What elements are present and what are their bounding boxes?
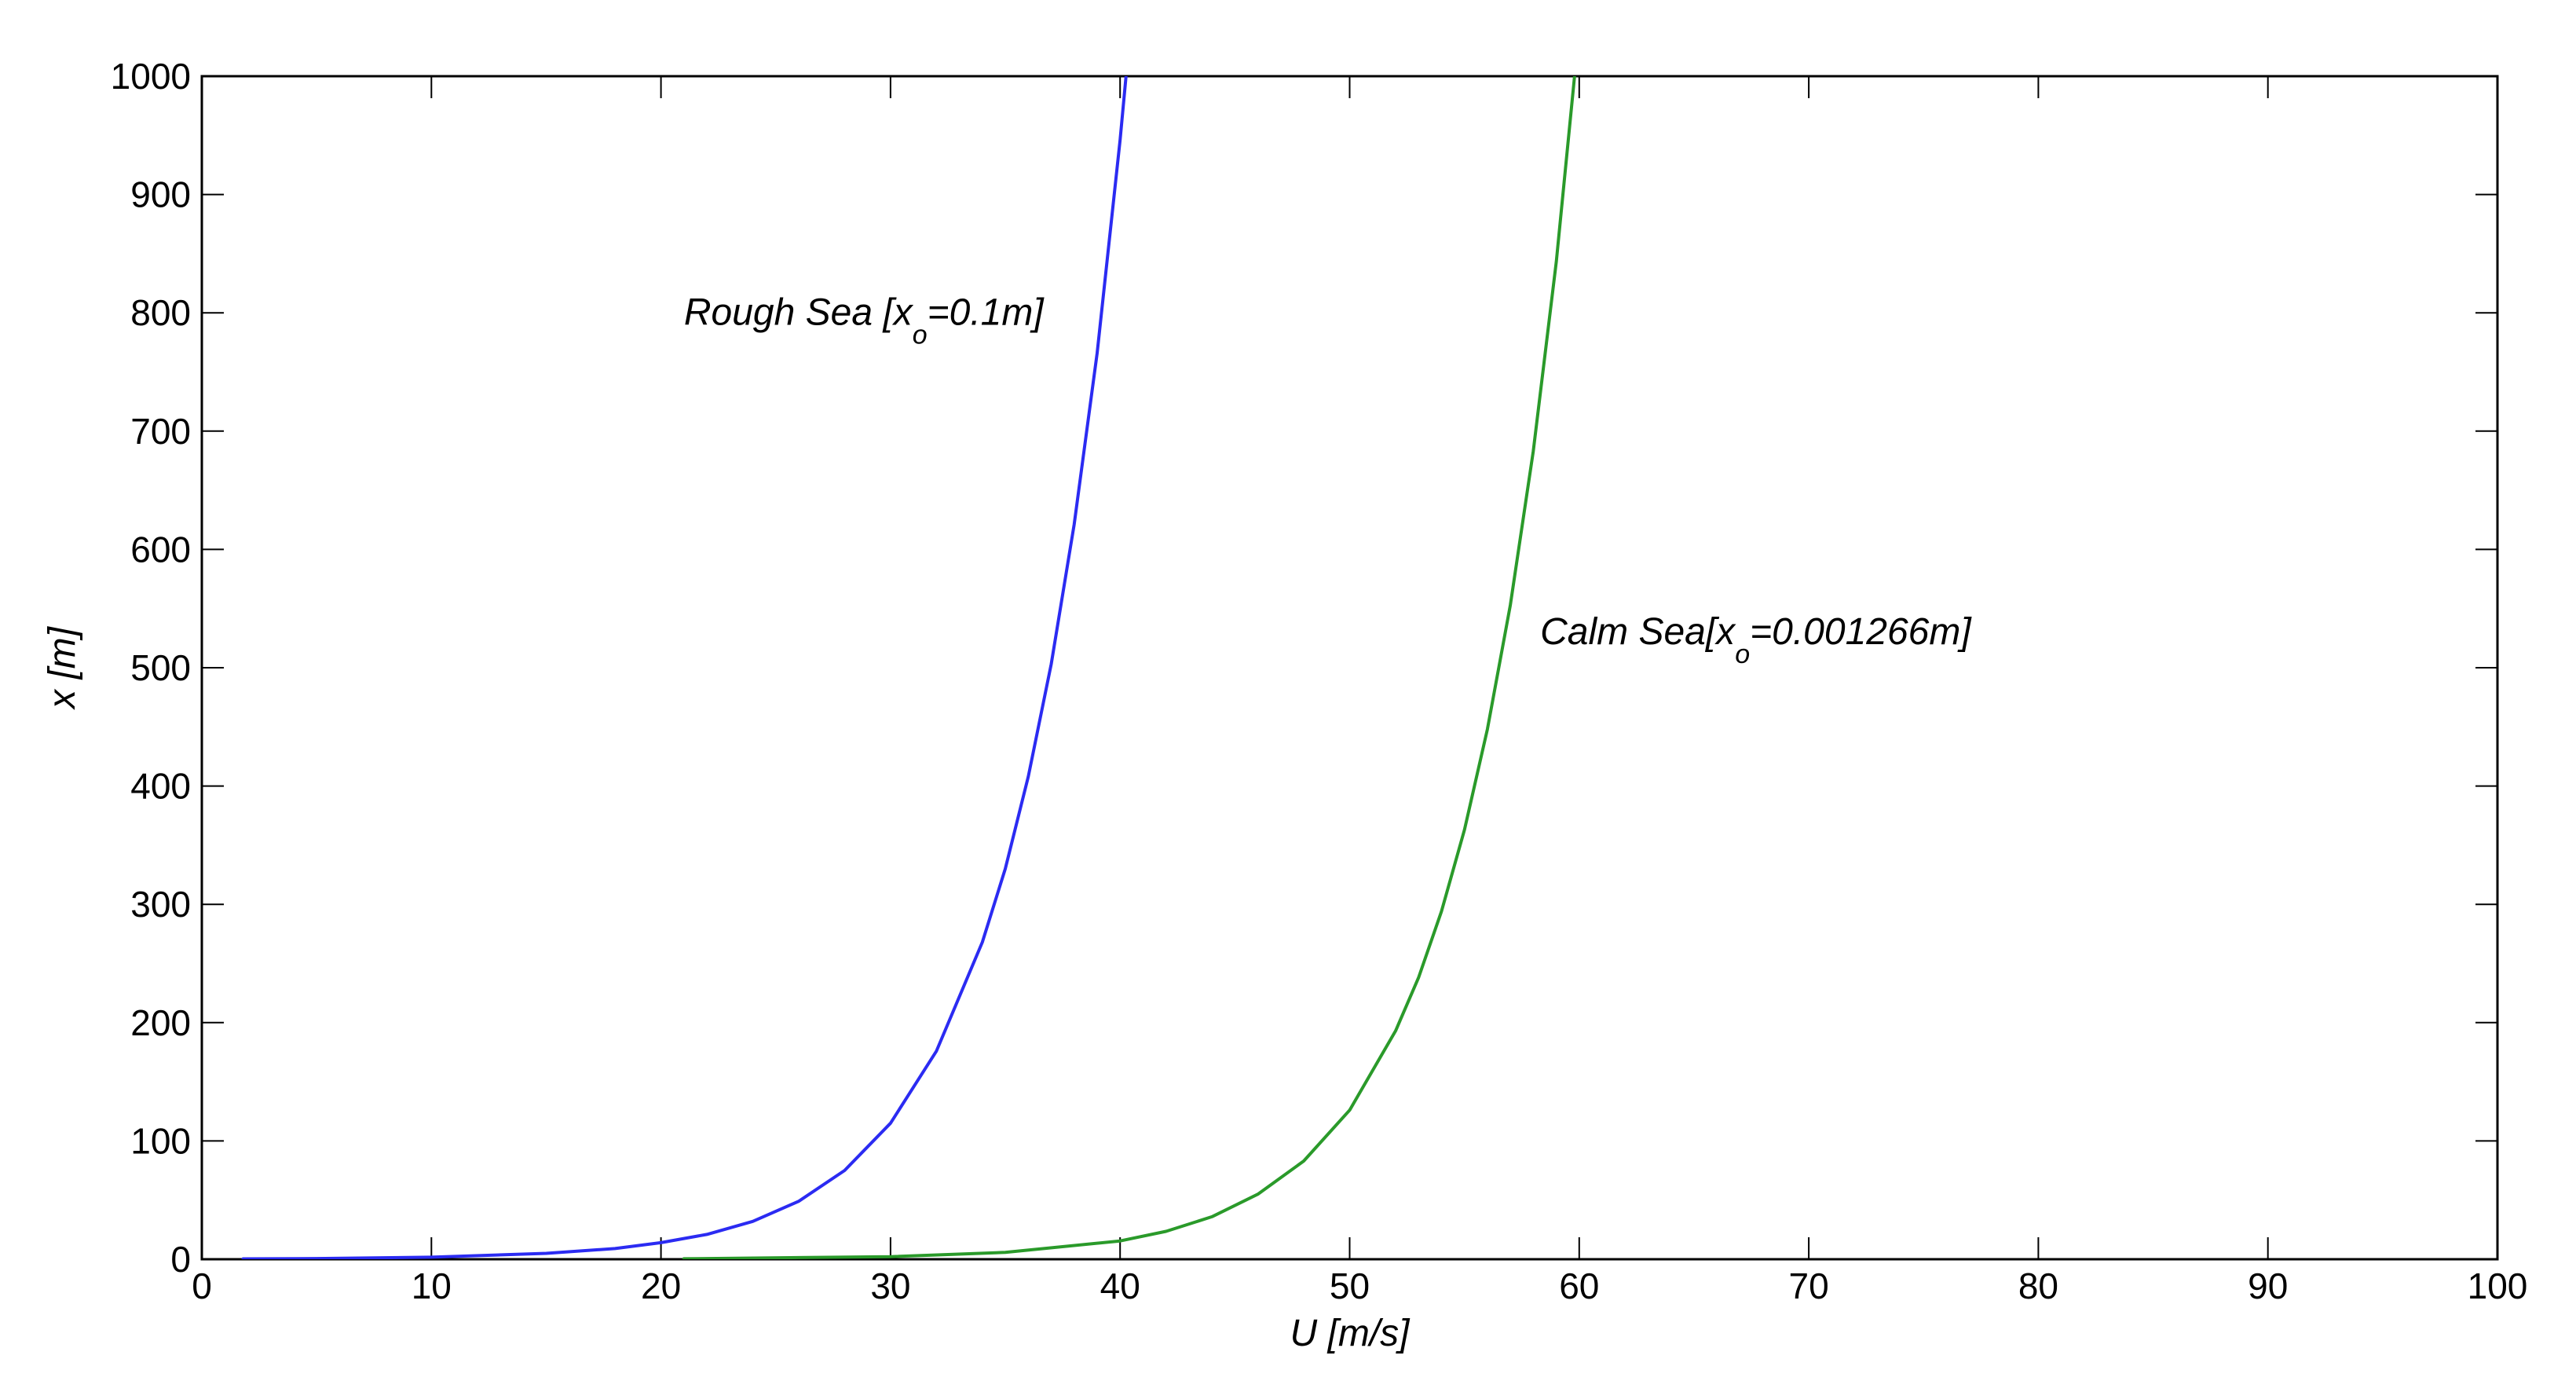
x-tick-label: 20 [641, 1266, 681, 1306]
y-tick-label: 700 [130, 411, 191, 452]
x-tick-label: 30 [870, 1266, 910, 1306]
y-tick-label: 200 [130, 1002, 191, 1043]
y-tick-label: 800 [130, 292, 191, 333]
x-tick-label: 40 [1100, 1266, 1140, 1306]
annotation-2: Calm Sea[xo=0.001266m] [1540, 611, 1972, 669]
y-tick-label: 900 [130, 174, 191, 215]
y-tick-label: 500 [130, 647, 191, 688]
y-tick-label: 400 [130, 766, 191, 807]
x-tick-label: 70 [1789, 1266, 1829, 1306]
x-tick-label: 60 [1559, 1266, 1599, 1306]
annotation-1: Rough Sea [xo=0.1m] [684, 291, 1045, 350]
annotations: Rough Sea [xo=0.1m] Calm Sea[xo=0.001266m… [684, 291, 1973, 669]
y-axis-label: x [m] [42, 625, 83, 710]
y-tick-label: 100 [130, 1120, 191, 1161]
tick-labels: 0 10 20 30 40 50 60 70 80 90 100010020030040050060… [111, 56, 2528, 1306]
series-line-1 [241, 76, 1128, 1259]
x-tick-label: 90 [2248, 1266, 2288, 1306]
x-tick-label: 100 [2468, 1266, 2528, 1306]
y-tick-label: 1000 [111, 56, 191, 97]
x-tick-label: 80 [2018, 1266, 2058, 1306]
x-tick-label: 50 [1330, 1266, 1370, 1306]
y-tick-label: 0 [170, 1239, 191, 1280]
x-axis-label: U [m/s] [1290, 1313, 1411, 1354]
x-tick-label: 10 [412, 1266, 452, 1306]
y-tick-label: 300 [130, 884, 191, 925]
tick-marks [201, 75, 2498, 1260]
series-line-2 [682, 76, 1576, 1259]
series-lines [241, 76, 1576, 1259]
x-tick-label: 0 [192, 1266, 212, 1306]
y-tick-label: 600 [130, 529, 191, 570]
plot-frame [200, 75, 2499, 1261]
